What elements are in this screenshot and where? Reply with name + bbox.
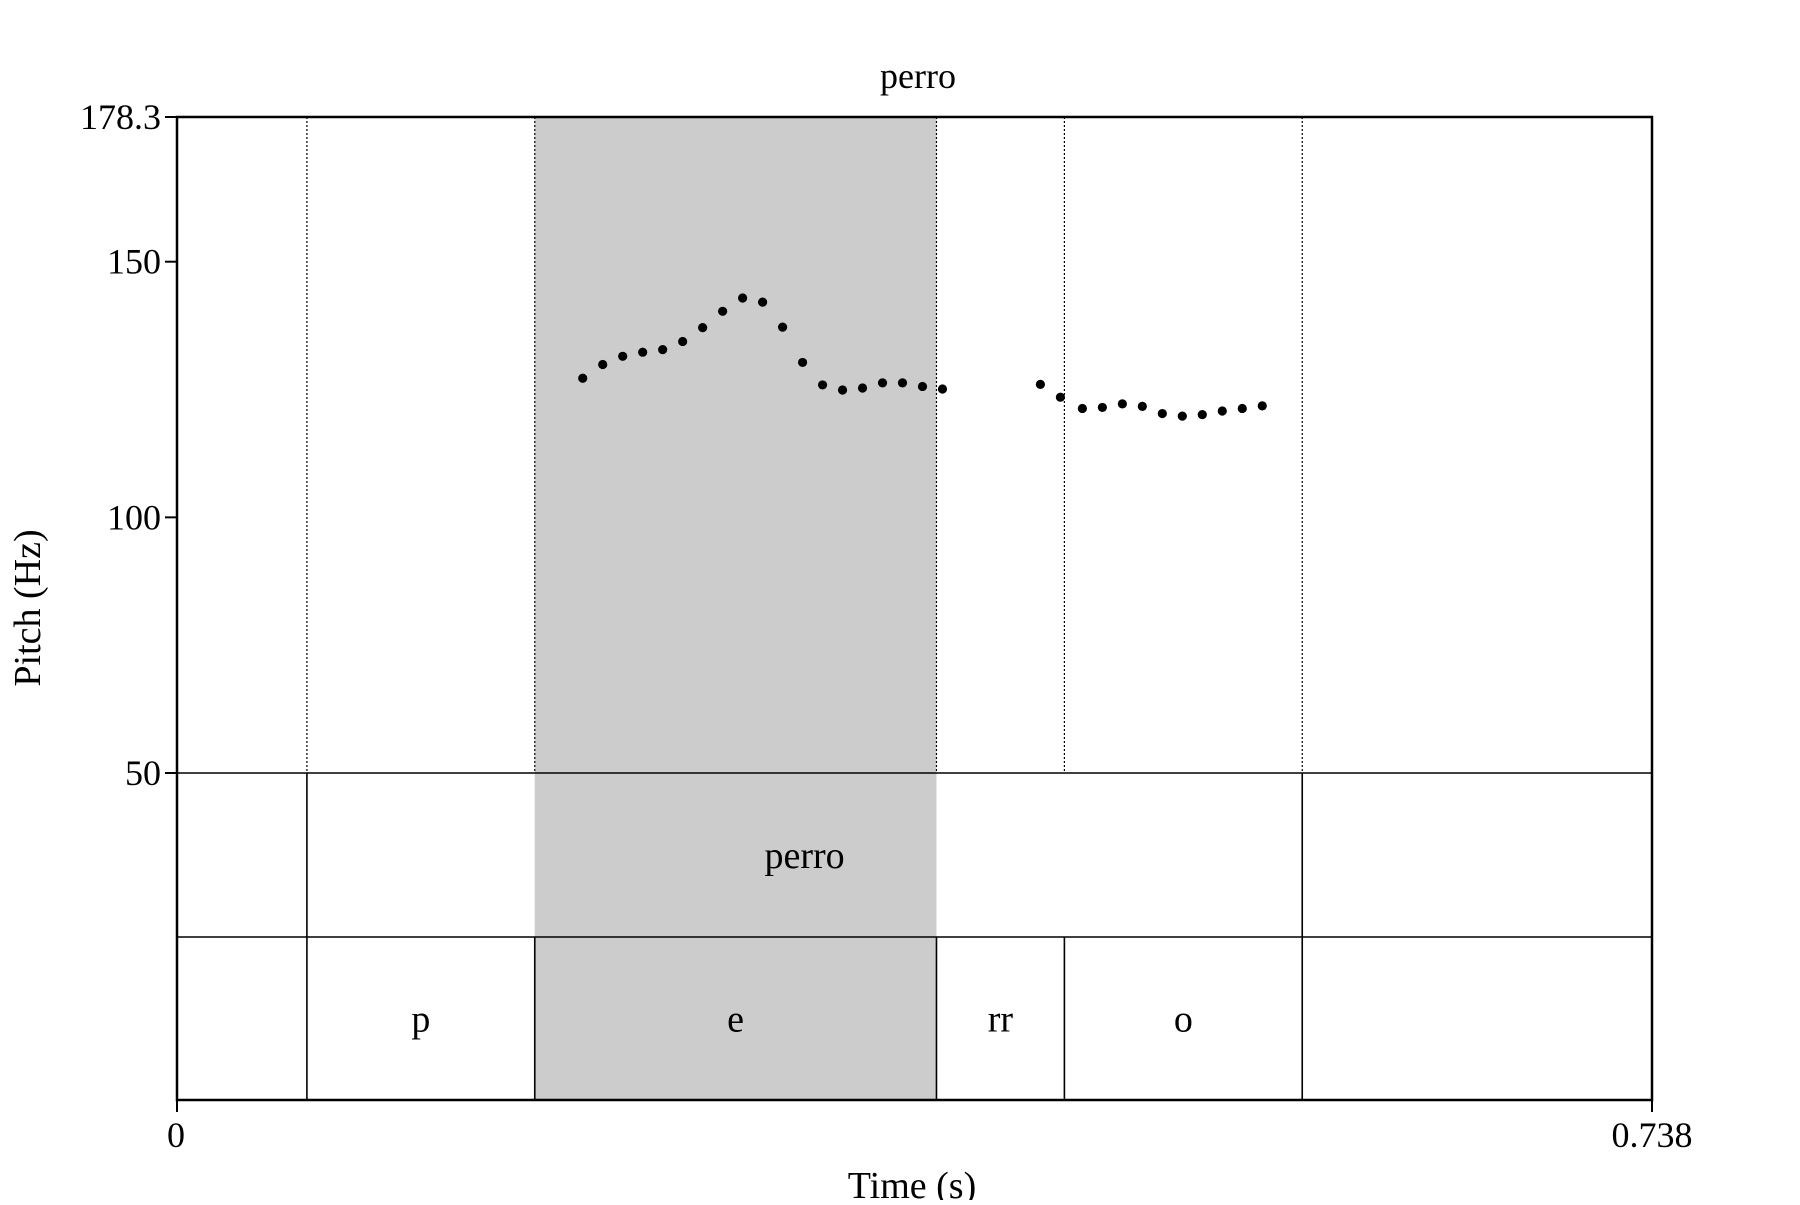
pitch-point-21: [1077, 403, 1087, 414]
pitch-point-8: [738, 293, 748, 303]
highlight-region: [534, 117, 937, 1100]
pitch-point-7: [718, 306, 728, 316]
plot-frame: [165, 115, 1654, 1112]
pitch-points: [578, 293, 1267, 421]
highlight-layer: [534, 117, 937, 1100]
pitch-point-20: [1055, 392, 1066, 402]
pitch-point-0: [578, 373, 588, 383]
pitch-point-23: [1117, 399, 1127, 409]
text-layer: perro Time (s) Pitch (Hz) 0 0.738 178.31…: [7, 56, 1693, 1205]
pitch-point-5: [678, 336, 688, 347]
pitch-point-22: [1097, 402, 1107, 413]
pitch-point-6: [698, 323, 708, 333]
pitch-point-24: [1137, 401, 1147, 411]
pitch-point-30: [1257, 401, 1267, 411]
x-axis-label: Time (s): [848, 1165, 976, 1200]
pitch-point-14: [857, 383, 868, 393]
pitch-point-13: [837, 385, 848, 395]
pitch-point-3: [638, 347, 648, 357]
y-tick-label: 50: [125, 753, 161, 793]
pitch-point-12: [817, 380, 828, 390]
y-tick-label: 178.3: [80, 97, 161, 137]
x-tick-label-end: 0.738: [1612, 1115, 1693, 1155]
pitch-point-4: [658, 345, 668, 355]
tier-1-label: perro: [764, 835, 844, 877]
pitch-point-9: [758, 297, 768, 307]
pitch-point-26: [1177, 411, 1187, 421]
tier-2-label: p: [411, 999, 430, 1041]
pitch-point-18: [937, 384, 948, 394]
pitch-point-17: [917, 381, 928, 392]
pitch-point-29: [1237, 403, 1247, 414]
pitch-point-19: [1035, 379, 1046, 390]
pitch-point-28: [1217, 406, 1227, 416]
pitch-point-11: [797, 357, 808, 368]
chart-title: perro: [880, 56, 956, 96]
plot-border: [175, 115, 1654, 1102]
tier-2-label: o: [1174, 999, 1193, 1041]
x-tick-label-start: 0: [167, 1115, 185, 1155]
pitch-point-25: [1157, 408, 1167, 419]
y-tick-label: 150: [107, 242, 161, 282]
pitch-point-16: [897, 378, 908, 388]
y-tick-label: 100: [107, 497, 161, 537]
pitch-point-15: [877, 378, 888, 388]
pitch-point-1: [598, 359, 608, 370]
tier-2-label: rr: [988, 999, 1014, 1041]
pitch-point-2: [618, 351, 628, 361]
boundary-layer: [306, 117, 1303, 773]
tier-2-label: e: [727, 999, 744, 1041]
pitch-point-10: [777, 322, 788, 332]
pitch-point-27: [1197, 409, 1207, 420]
y-axis-label: Pitch (Hz): [7, 529, 49, 686]
